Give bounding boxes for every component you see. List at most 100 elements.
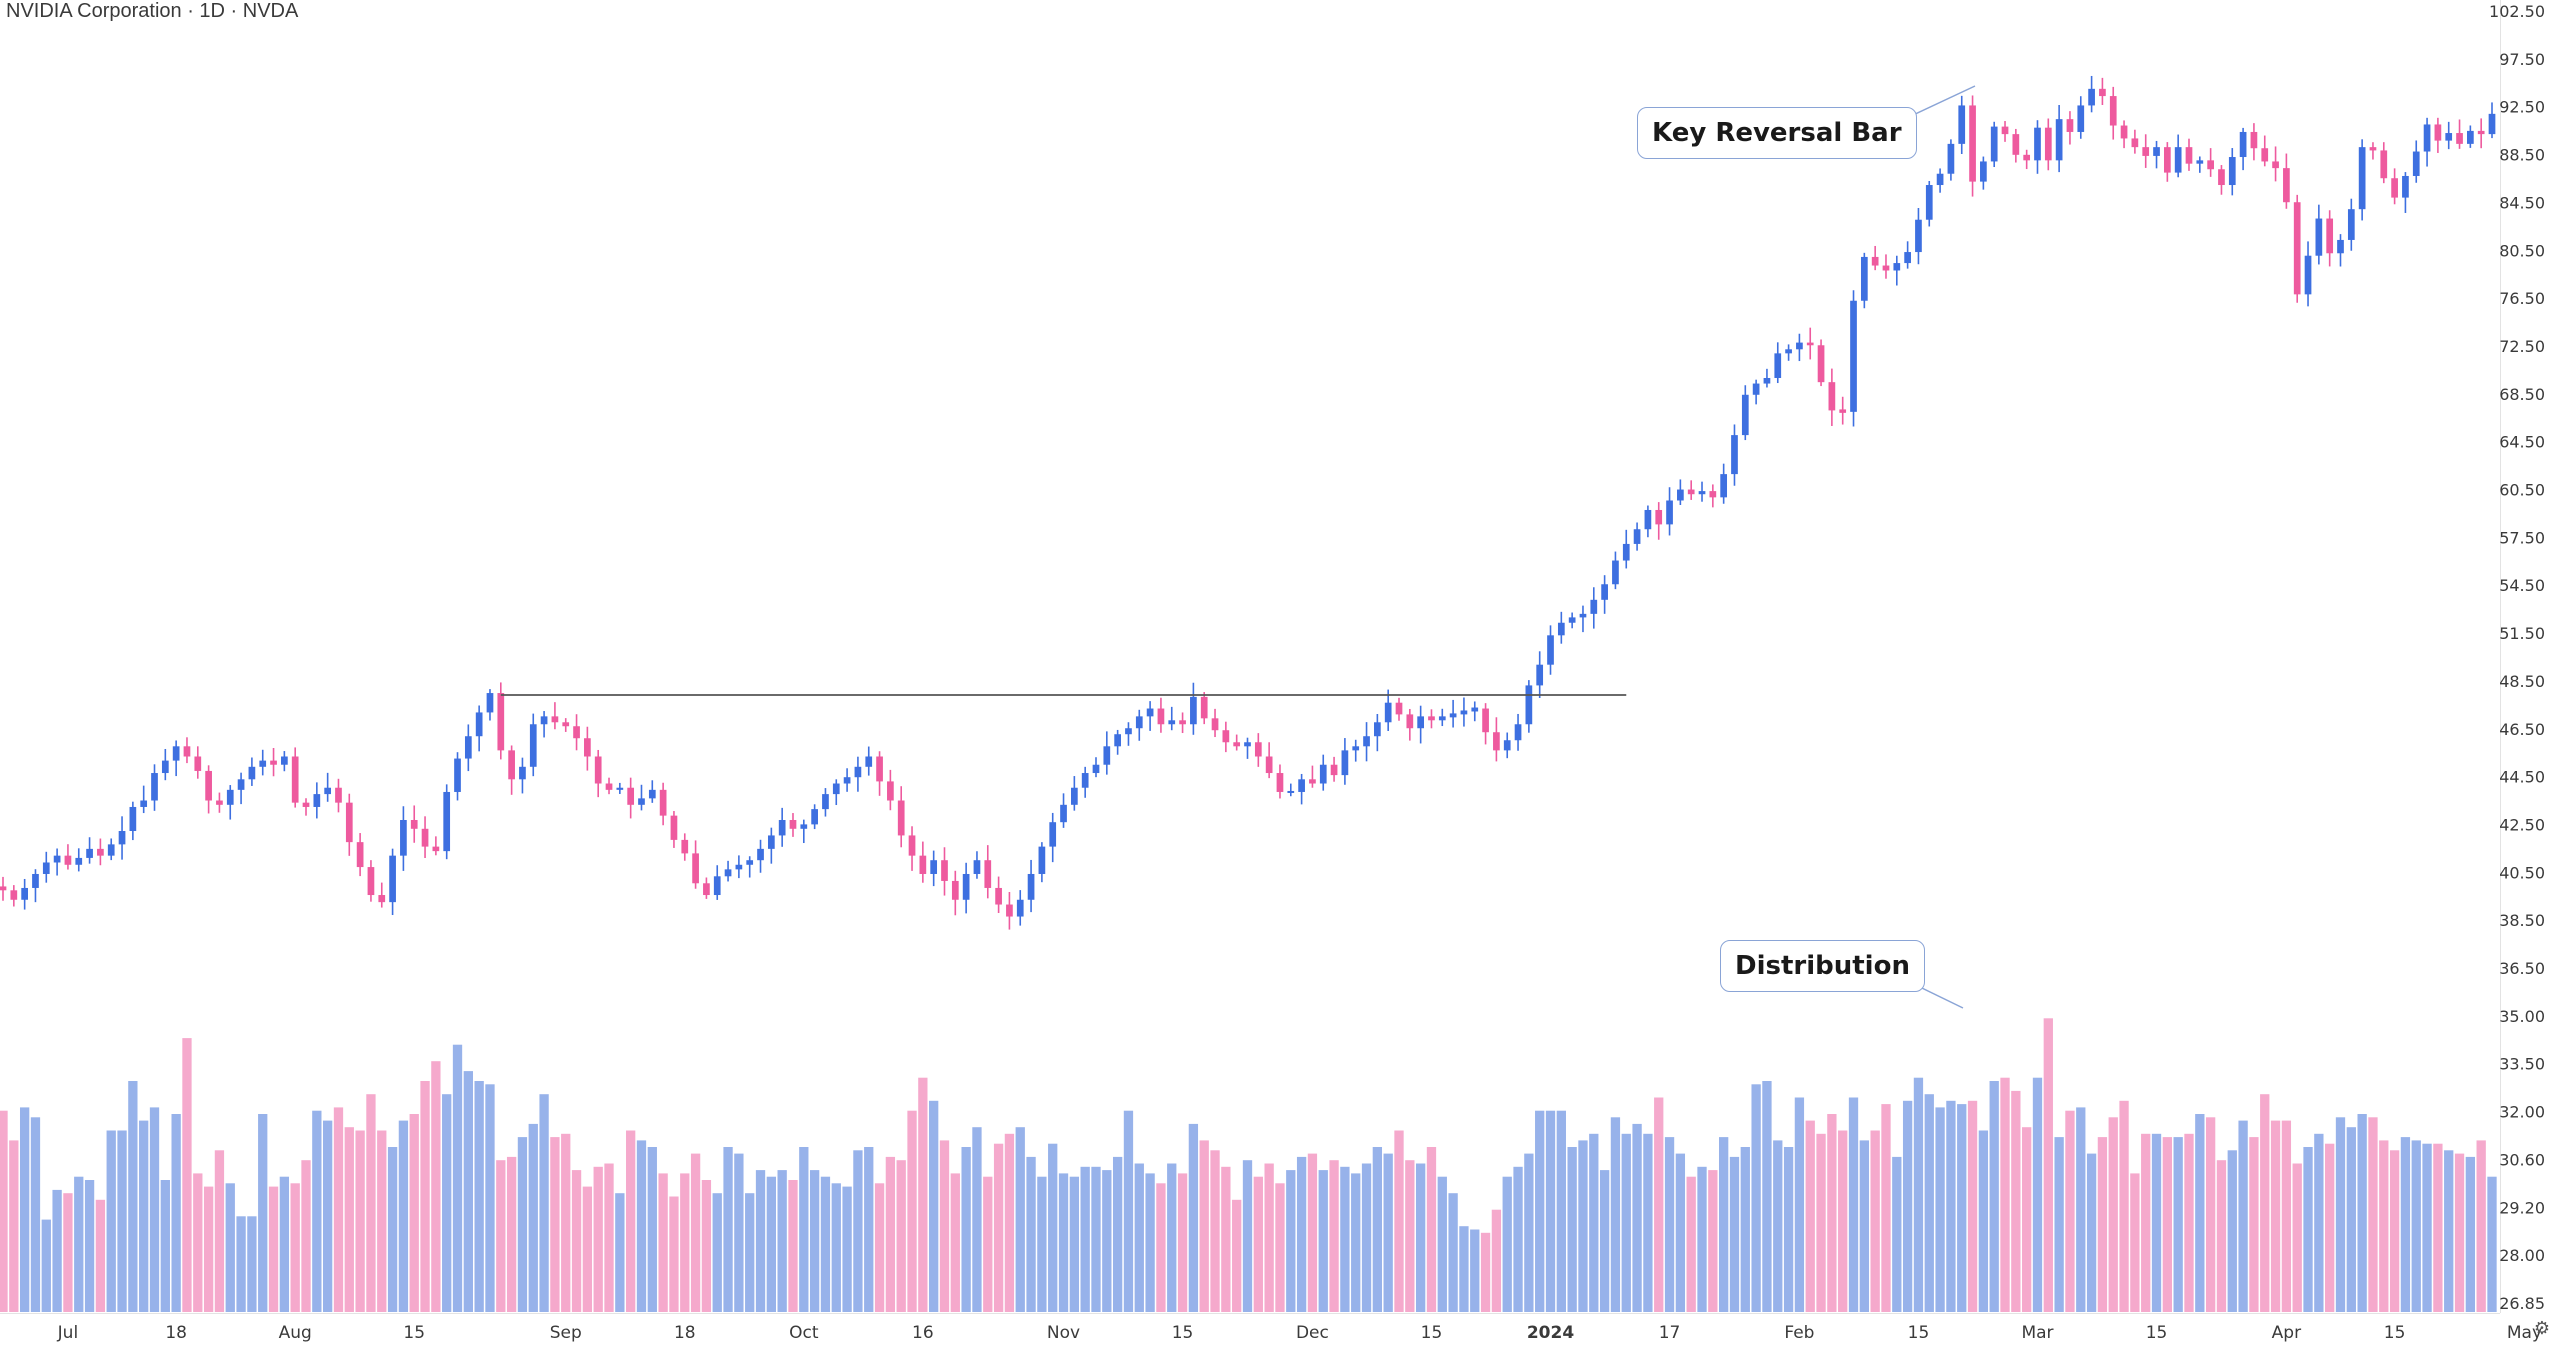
candle-body [1709,491,1717,498]
volume-bar [2076,1107,2086,1312]
y-tick-label: 44.50 [2499,768,2545,787]
candle-body [1731,435,1738,475]
y-tick-label: 33.50 [2499,1055,2545,1074]
volume-bar [1632,1123,1642,1312]
candle-body [1720,474,1728,498]
candle-body [778,820,786,836]
candle-body [53,855,61,863]
candle-body [2163,147,2171,173]
volume-bar [1740,1147,1750,1312]
volume-bar [2216,1160,2227,1312]
volume-bar [2303,1147,2313,1312]
volume-bar [225,1183,235,1312]
candle-body [1135,716,1143,729]
volume-bar [972,1127,982,1312]
candle-body [2380,150,2388,179]
candle-body [1049,822,1057,847]
volume-bar [171,1114,181,1312]
candle-body [1774,353,1782,378]
candle-body [97,848,104,856]
volume-bar [139,1120,149,1312]
volume-bar [506,1156,517,1312]
volume-bar [1415,1163,1426,1312]
time-axis[interactable]: Jul 18 Aug 15 Sep 18 Oct 16 Nov 15 Dec 15 2024 17 Feb 1… [57,1323,2542,1343]
candle-body [2445,133,2453,141]
y-tick-label: 57.50 [2499,528,2545,547]
candle-body [1557,622,1565,636]
volume-bar [2043,1018,2053,1312]
volume-bar [387,1147,398,1312]
candle-body [800,824,808,829]
candle-body [1882,265,1890,271]
candle-body [584,738,591,757]
candle-body [1287,790,1295,793]
candle-body [2402,175,2409,198]
volume-bar [799,1147,809,1312]
candle-body [1687,489,1695,495]
volume-bar [1783,1147,1794,1312]
candle-body [1352,746,1360,751]
candle-body [464,736,472,759]
candle-body [345,802,353,843]
candle-body [594,756,602,784]
volume-bar [571,1170,582,1312]
volume-bar [777,1170,787,1312]
candle-body [1796,342,1803,350]
volume-bar [1307,1153,1318,1312]
candle-body [2412,151,2420,176]
candle-body [183,746,191,757]
volume-bars [0,1018,2497,1312]
volume-bar [1253,1176,1263,1312]
candle-body [248,766,256,780]
price-axis[interactable]: 102.50 97.50 92.50 88.50 84.50 80.50 76.50 72.5… [2489,2,2545,1313]
y-tick-label: 51.50 [2499,624,2545,643]
volume-bar [333,1107,344,1312]
candle-body [2423,124,2431,152]
candle-body [540,716,548,725]
volume-bar [842,1186,852,1312]
candle-body [32,873,39,888]
volume-bar [420,1081,430,1312]
candle-body [2012,134,2020,155]
y-tick-label: 36.50 [2499,959,2545,978]
volume-bar [1145,1173,1155,1312]
y-tick-label: 26.85 [2499,1294,2545,1313]
candle-body [1677,489,1684,501]
key-reversal-callout[interactable]: Key Reversal Bar [1637,107,1917,159]
volume-bar [496,1160,506,1312]
volume-bar [268,1186,279,1312]
volume-bar [2108,1117,2118,1312]
volume-bar [1881,1104,1891,1312]
candle-body [454,758,461,792]
volume-bar [1599,1170,1610,1312]
volume-bar [1524,1153,1534,1312]
distribution-callout[interactable]: Distribution [1720,940,1925,992]
candle-body [1666,500,1673,525]
volume-bar [2346,1127,2356,1312]
candle-body [648,789,656,799]
candle-body [941,860,948,881]
candle-body [551,716,559,723]
candle-body [735,864,743,870]
volume-bar [322,1120,333,1312]
volume-bar [1394,1130,1404,1312]
candle-body [172,746,180,761]
volume-bar [474,1081,484,1312]
candle-body [2218,169,2225,186]
y-tick-label: 72.50 [2499,337,2545,356]
candle-body [605,783,613,790]
candle-body [107,844,115,856]
candle-body [1925,185,1933,220]
candle-body [2088,88,2095,106]
gear-icon[interactable]: ⚙ [2533,1318,2551,1339]
y-tick-label: 38.50 [2499,911,2545,930]
volume-bar [1210,1150,1220,1312]
candle-body [1839,409,1847,413]
candle-body [1006,904,1013,917]
y-tick-label: 32.00 [2499,1103,2545,1122]
candle-body [865,756,873,767]
y-tick-label: 68.50 [2499,385,2545,404]
candle-body [194,756,202,771]
